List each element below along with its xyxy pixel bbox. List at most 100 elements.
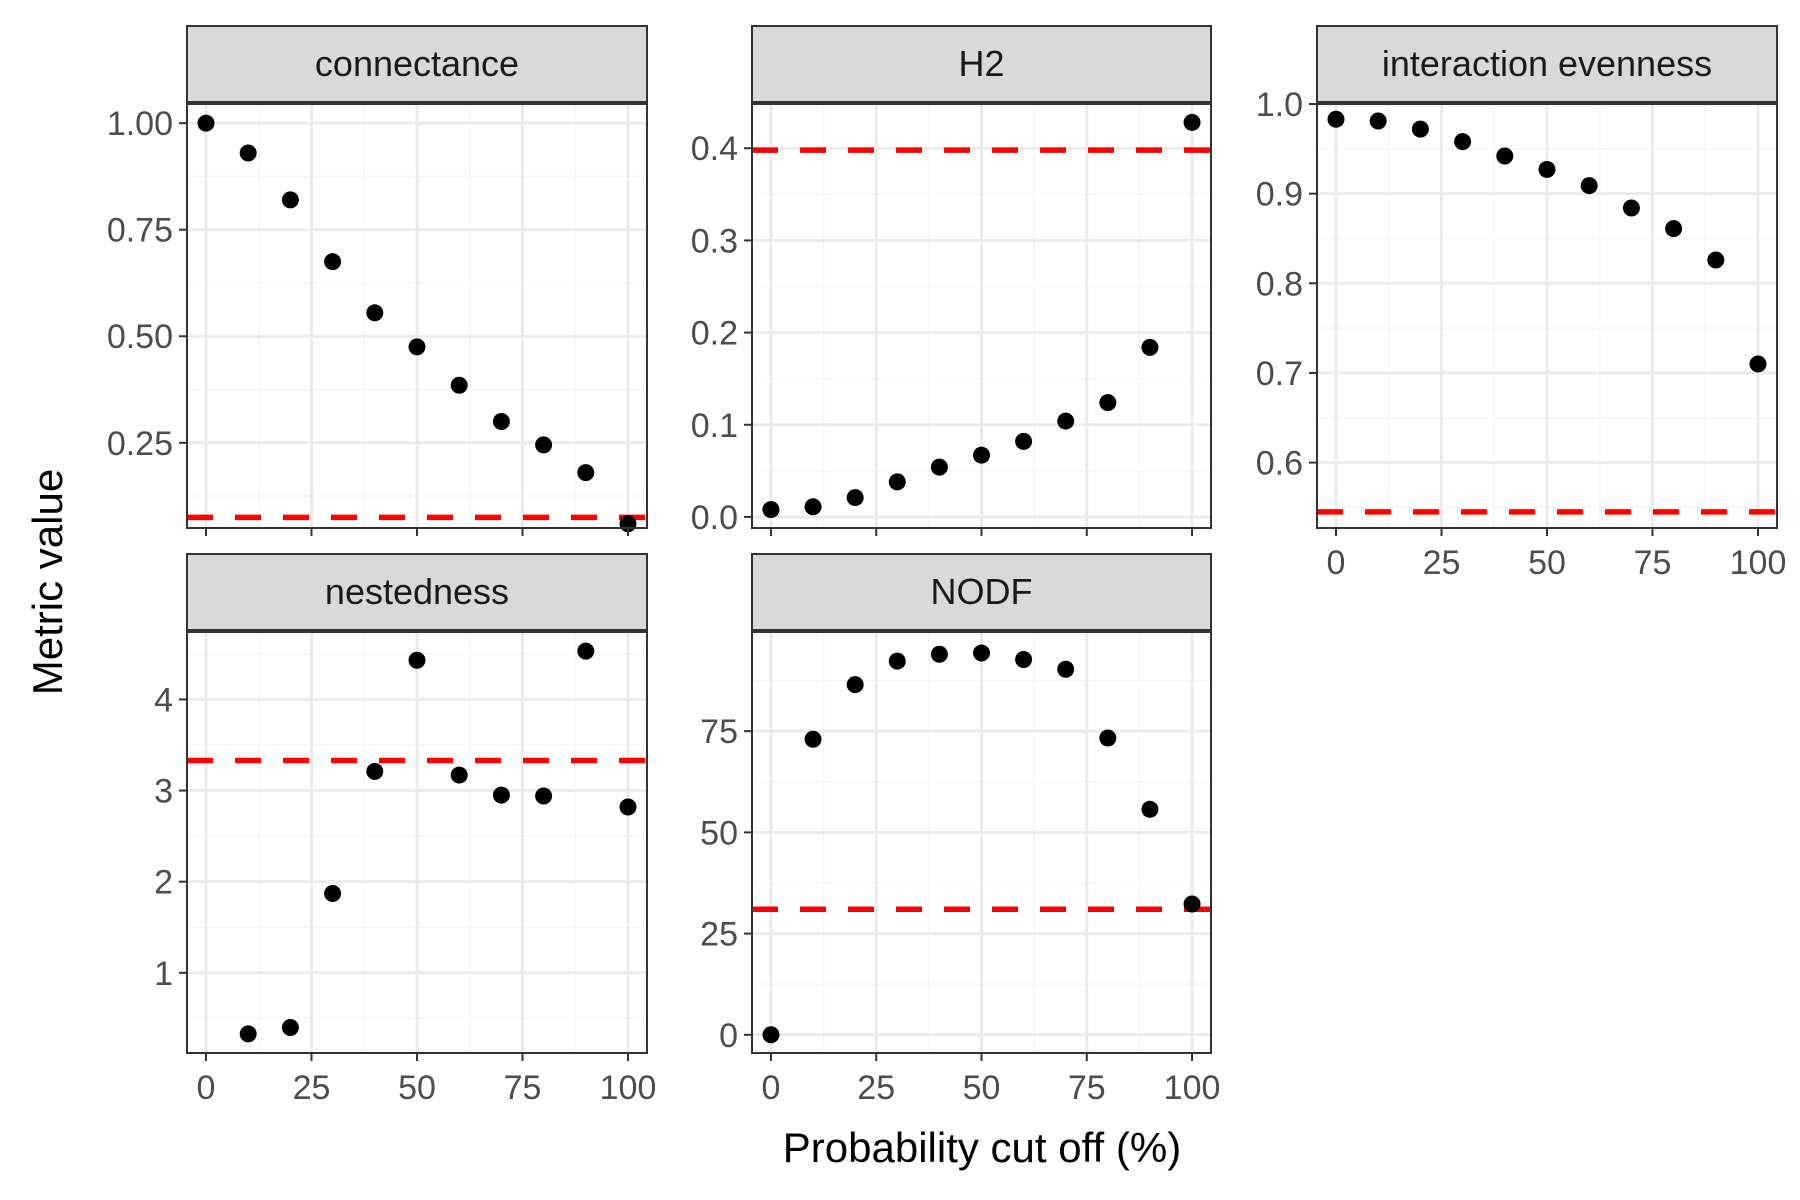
y-tick-label: 0.0 [691,499,738,537]
data-point [450,766,468,784]
data-point [1707,251,1725,269]
data-point [1411,120,1429,138]
data-point [973,446,990,464]
y-tick-label: 0.4 [691,130,738,168]
data-point [408,651,426,669]
facet-strip [751,553,1212,631]
data-point [281,1018,299,1036]
y-tick-label: 25 [700,916,738,954]
data-point [366,304,384,322]
panel-nodf: NODF 0 25 50 75 0 25 50 75 100 [700,553,1221,1107]
data-point [762,1026,780,1044]
y-tick-label: 0 [719,1017,738,1055]
data-point [1622,199,1640,217]
y-tick-label: 1.0 [1256,86,1303,124]
x-tick-label: 75 [1634,544,1672,582]
x-tick-label: 75 [504,1069,542,1107]
data-point [239,144,257,162]
data-point [1015,432,1033,450]
data-point [762,501,780,519]
x-tick-label: 0 [197,1069,216,1107]
x-tick-label: 100 [600,1069,657,1107]
data-point [577,464,595,482]
y-tick-label: 0.50 [107,318,173,356]
y-tick-label: 0.75 [107,212,173,250]
x-tick-label: 0 [1327,544,1346,582]
data-point [281,191,299,209]
y-tick-label: 75 [700,713,738,751]
panels: connectance0.250.500.751.00H20.00.10.20.… [107,25,1787,1107]
x-tick-label: 50 [963,1069,1001,1107]
y-tick-label: 0.9 [1256,176,1303,214]
data-point [492,786,510,804]
x-tick-label: 25 [857,1069,895,1107]
x-tick-label: 50 [1528,544,1566,582]
x-tick-label: 25 [1423,544,1461,582]
data-point [888,652,906,670]
y-tick-label: 3 [154,773,173,811]
data-point [492,412,510,430]
data-point [930,645,948,663]
facet-strip [1316,25,1778,103]
data-point [1141,800,1159,818]
y-tick-label: 0.8 [1256,265,1303,303]
y-tick-label: 0.7 [1256,355,1303,393]
data-point [535,787,553,805]
facet-strip-label: H2 [958,43,1004,84]
data-point [804,498,822,516]
data-point [1496,147,1514,165]
data-point [239,1025,257,1043]
data-point [1057,660,1075,678]
facet-strip-label: nestedness [325,571,509,612]
data-point [1183,113,1201,131]
x-tick-label: 25 [293,1069,331,1107]
y-tick-label: 50 [700,814,738,852]
data-point [846,676,864,694]
data-point [619,798,637,816]
x-axis-title: Probability cut off (%) [783,1124,1181,1171]
panel-h2: H2 0.0 0.1 0.2 0.3 0.4 [691,25,1212,537]
data-point [888,473,906,491]
data-point [1099,729,1117,747]
y-tick-label: 4 [154,681,173,719]
y-tick-label: 0.25 [107,425,173,463]
data-point [577,642,595,660]
x-tick-label: 100 [1164,1069,1221,1107]
x-tick-label: 100 [1730,544,1787,582]
y-tick-label: 0.2 [691,315,738,353]
data-point [1099,394,1117,412]
y-tick-label: 1.00 [107,105,173,143]
y-axis-title: Metric value [24,469,71,695]
facet-strip-label: connectance [315,43,519,84]
data-point [1327,110,1345,128]
facet-strip [186,553,648,631]
data-point [1665,220,1683,238]
facet-strip [186,25,648,103]
data-point [804,730,822,748]
panel-interaction-evenness: interaction evenness 0.6 0.7 0.8 0.9 1.0 0 25 50… [1256,25,1787,582]
data-point [1538,160,1556,178]
data-point [366,762,384,780]
facet-strip-label: interaction evenness [1382,43,1712,84]
x-tick-label: 75 [1068,1069,1106,1107]
data-point [450,376,468,394]
data-point [535,436,553,454]
y-tick-label: 0.6 [1256,445,1303,483]
facet-strip [751,25,1212,103]
data-point [408,338,426,356]
data-point [1580,177,1598,195]
y-tick-label: 0.3 [691,222,738,260]
y-tick-label: 1 [154,955,173,993]
data-point [846,489,864,507]
data-point [973,644,990,662]
data-point [324,885,342,903]
panel-nestedness: nestedness 1 2 3 4 0 25 50 75 100 [154,553,657,1107]
data-point [1454,133,1472,151]
data-point [1183,895,1201,913]
y-tick-label: 2 [154,864,173,902]
x-tick-label: 50 [398,1069,436,1107]
data-point [1057,412,1075,430]
data-point [197,114,215,132]
y-tick-label: 0.1 [691,407,738,445]
